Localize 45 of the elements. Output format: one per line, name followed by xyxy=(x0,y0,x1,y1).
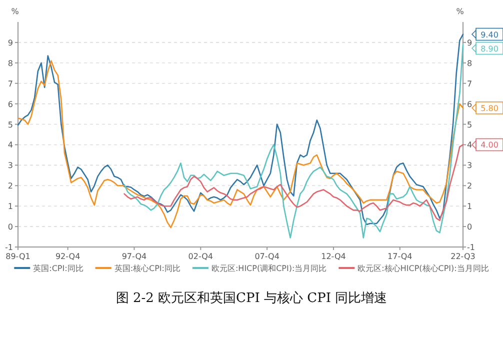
line-series xyxy=(124,144,464,222)
legend-label: 英国:CPI:同比 xyxy=(33,264,84,273)
y2-tick-label: 4 xyxy=(467,140,472,150)
legend-label: 英国:核心CPI:同比 xyxy=(114,264,180,273)
x-tick-label: 02-Q4 xyxy=(188,252,214,261)
legend-label: 欧元区:核心HICP(核心CPI):当月同比 xyxy=(358,264,489,273)
y2-tick-label: -1 xyxy=(467,243,475,252)
y2-tick-label: 0 xyxy=(467,222,472,232)
y-tick-label: 6 xyxy=(8,100,13,109)
y-tick-label: 7 xyxy=(8,79,13,88)
x-tick-label: 12-Q4 xyxy=(321,252,346,261)
x-tick-label: 97-Q4 xyxy=(122,252,147,261)
annotation: 5.80 xyxy=(480,104,498,113)
annotation: 4.00 xyxy=(480,140,498,150)
y-tick-label: 3 xyxy=(8,161,13,170)
y-tick-label: 9 xyxy=(8,38,13,48)
y2-tick-label: 9 xyxy=(467,38,472,48)
y-tick-label: 1 xyxy=(8,202,13,212)
y-tick-label: 8 xyxy=(8,58,13,68)
y2-tick-label: 5 xyxy=(467,120,472,130)
x-tick-label: 17-Q4 xyxy=(388,252,412,261)
y-tick-label: -1 xyxy=(5,243,13,252)
line-series xyxy=(17,60,464,228)
y-tick-label: 4 xyxy=(8,140,13,150)
y2-tick-label: 6 xyxy=(467,100,472,109)
line-series xyxy=(17,34,464,226)
annotation: 8.90 xyxy=(480,44,498,54)
annotation: 9.40 xyxy=(480,30,498,40)
y-tick-label: 2 xyxy=(8,182,13,191)
y2-tick-label: 2 xyxy=(467,182,472,191)
y2-tick-label: 7 xyxy=(467,79,472,88)
y2-tick-label: 8 xyxy=(467,58,472,68)
y2-tick-label: 3 xyxy=(467,161,472,170)
legend-label: 欧元区:HICP(调和CPI):当月同比 xyxy=(211,264,327,273)
x-tick-label: 92-Q4 xyxy=(55,252,80,261)
line-series xyxy=(124,44,464,238)
y2-tick-label: 1 xyxy=(467,202,472,212)
x-tick-label: 07-Q4 xyxy=(254,252,280,261)
y2-axis-title: % xyxy=(456,7,464,16)
text: 图 2-2 欧元区和英国CPI 与核心 CPI 同比增速 xyxy=(116,290,388,306)
x-tick-label: 22-Q3 xyxy=(450,252,476,261)
y-tick-label: 5 xyxy=(8,120,13,130)
y-tick-label: 0 xyxy=(8,222,13,232)
x-tick-label: 89-Q1 xyxy=(6,252,30,261)
y-axis-title: % xyxy=(11,7,20,16)
